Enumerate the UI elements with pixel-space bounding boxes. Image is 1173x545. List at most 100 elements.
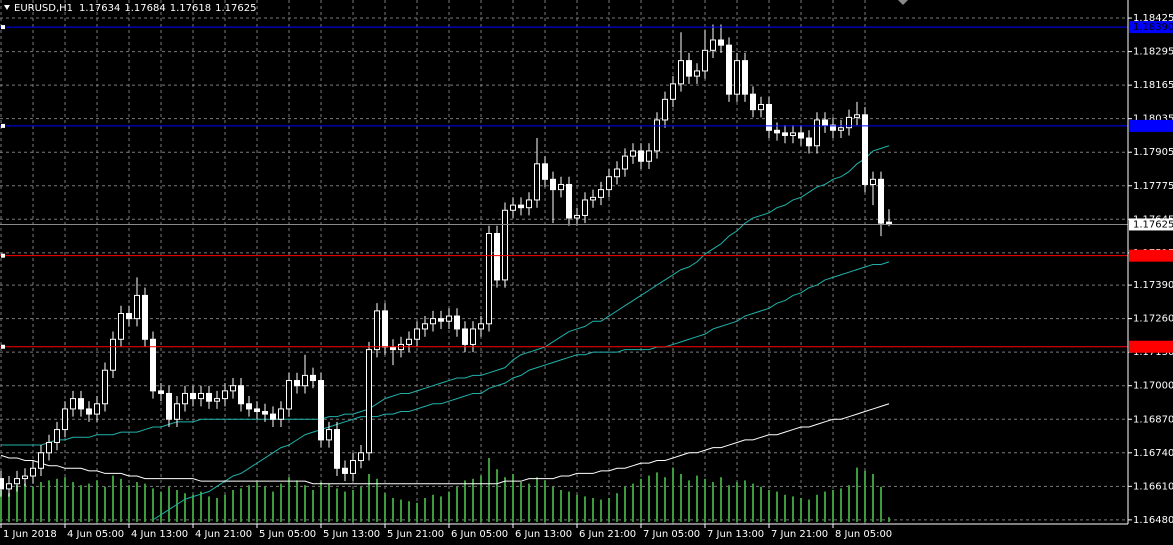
y-tick-label: 1.16480 [1133, 515, 1173, 526]
candle-body [718, 39, 724, 46]
header-low: 1.17618 [170, 3, 211, 14]
price-label-box [1129, 218, 1173, 231]
y-tick-label: 1.18295 [1133, 47, 1173, 58]
candle-body [222, 390, 228, 400]
candle-body [310, 374, 316, 382]
candle-body [542, 163, 548, 180]
candle-body [438, 318, 444, 322]
candle-body [710, 39, 716, 51]
x-tick-label: 4 Jun 05:00 [67, 529, 124, 540]
candle-body [382, 310, 388, 348]
candle-body [574, 214, 580, 219]
price-label: 1.17625 [1133, 219, 1173, 230]
candle-body [390, 346, 396, 351]
candle-body [846, 116, 852, 129]
candle-body [206, 392, 212, 402]
candle-body [110, 338, 116, 371]
candle-body [190, 392, 196, 400]
candle-body [342, 467, 348, 474]
moving-average [0, 403, 890, 485]
candle-body [814, 119, 820, 147]
x-tick-label: 7 Jun 05:00 [643, 529, 700, 540]
candle-body [182, 392, 188, 405]
candle-body [358, 452, 364, 462]
candle-body [22, 475, 28, 480]
candle-body [454, 315, 460, 330]
level-anchor [1, 25, 5, 30]
x-tick-label: 6 Jun 13:00 [515, 529, 572, 540]
candle-body [862, 114, 868, 185]
y-tick-label: 1.18035 [1133, 114, 1173, 125]
candle-body [590, 196, 596, 201]
y-tick-label: 1.17775 [1133, 181, 1173, 192]
candle-body [878, 178, 884, 224]
candle-body [118, 312, 124, 340]
candle-body [158, 390, 164, 394]
candle-body [686, 60, 692, 77]
candle-body [166, 392, 172, 420]
y-tick-label: 1.18165 [1133, 80, 1173, 91]
candle-body [726, 44, 732, 95]
candle-body [494, 232, 500, 281]
level-label-box [1129, 249, 1173, 262]
candle-body [790, 132, 796, 136]
y-tick-label: 1.17260 [1133, 314, 1173, 325]
header-close: 1.17625 [215, 3, 256, 14]
level-anchor [1, 344, 5, 349]
plot-area [0, 0, 1128, 524]
candle-body [478, 323, 484, 330]
level-label-box [1129, 119, 1173, 132]
candle-body [606, 176, 612, 191]
candle-body [582, 199, 588, 216]
level-label-box [1129, 21, 1173, 34]
candle-body [6, 483, 12, 490]
y-tick-label: 1.16870 [1133, 414, 1173, 425]
candle-body [350, 460, 356, 474]
candle-body [742, 60, 748, 95]
candle-body [702, 49, 708, 72]
candle-body [334, 429, 340, 469]
candle-body [822, 119, 828, 126]
candle-body [502, 209, 508, 281]
level-label: 1.18390 [1133, 22, 1173, 33]
candle-body [286, 380, 292, 410]
candle-body [510, 204, 516, 211]
menu-triangle[interactable] [4, 5, 10, 10]
x-tick-label: 5 Jun 05:00 [259, 529, 316, 540]
chart-header: EURUSD,H1 1.17634 1.17684 1.17618 1.17625 [14, 3, 256, 14]
candle-body [278, 408, 284, 420]
candle-body [374, 310, 380, 351]
candle-body [246, 403, 252, 410]
candle-body [870, 178, 876, 185]
candle-body [254, 408, 260, 413]
candle-body [318, 380, 324, 441]
y-tick-label: 1.16610 [1133, 481, 1173, 492]
candle-body [750, 93, 756, 111]
candle-body [598, 189, 604, 198]
level-label-box [1129, 340, 1173, 353]
level-anchor [1, 253, 5, 258]
candle-body [366, 349, 372, 454]
candle-body [758, 103, 764, 111]
candle-body [678, 60, 684, 85]
candle-body [126, 312, 132, 320]
candle-body [302, 374, 308, 387]
x-tick-label: 6 Jun 05:00 [451, 529, 508, 540]
candle-body [654, 119, 660, 152]
candle-body [174, 403, 180, 420]
candle-body [134, 294, 140, 320]
candle-body [262, 411, 268, 415]
candle-body [414, 328, 420, 340]
candle-body [638, 150, 644, 162]
candle-body [446, 315, 452, 322]
candle-body [406, 338, 412, 345]
moving-average [152, 261, 890, 521]
candle-body [566, 183, 572, 219]
candle-body [558, 183, 564, 191]
candle-body [734, 60, 740, 95]
candle-body [62, 408, 68, 431]
y-tick-label: 1.16740 [1133, 448, 1173, 459]
candle-body [430, 318, 436, 325]
candle-body [782, 132, 788, 136]
chart-shift-marker[interactable] [898, 0, 908, 5]
